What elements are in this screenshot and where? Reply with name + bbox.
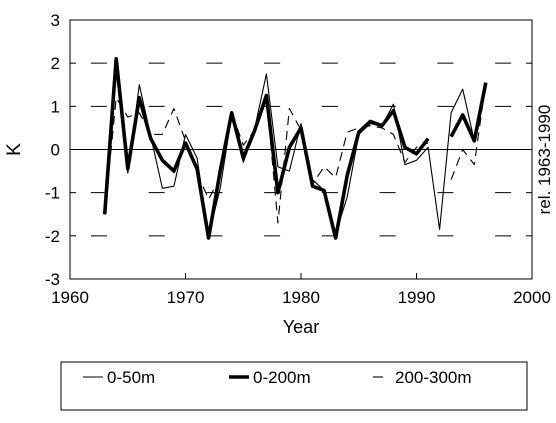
legend-label-200-300m: 200-300m [395, 368, 472, 387]
x-tick-label: 1990 [398, 288, 436, 307]
series-layer [102, 57, 488, 240]
legend-items: 0-50m 0-200m 200-300m [83, 368, 472, 387]
y-tick-label: 0 [51, 141, 60, 160]
series-line-200-300m [104, 82, 487, 224]
tick-layer: -3 -2 -1 0 1 2 3 1960 1970 1980 1990 2000 [45, 11, 551, 307]
legend-label-0-200m: 0-200m [253, 368, 311, 387]
x-tick-label: 2000 [513, 288, 551, 307]
y-tick-label: -1 [45, 184, 60, 203]
legend-box [60, 361, 528, 411]
y-tick-label: 3 [51, 11, 60, 30]
reference-period-label: rel. 1963-1990 [535, 105, 554, 215]
y-tick-label: -2 [45, 227, 60, 246]
legend: 0-50m 0-200m 200-300m [60, 361, 528, 411]
y-tick-label: 1 [51, 97, 60, 116]
y-tick-label: -3 [45, 270, 60, 289]
x-tick-label: 1960 [51, 288, 89, 307]
x-axis-label: Year [283, 317, 319, 337]
series-line-0-50m [104, 69, 487, 237]
y-axis-label: K [4, 143, 25, 156]
x-tick-label: 1980 [282, 288, 320, 307]
legend-label-0-50m: 0-50m [107, 368, 155, 387]
x-tick-label: 1970 [167, 288, 205, 307]
series-line-0-200m [102, 57, 488, 240]
grid-dashes [90, 62, 512, 237]
y-tick-label: 2 [51, 54, 60, 73]
